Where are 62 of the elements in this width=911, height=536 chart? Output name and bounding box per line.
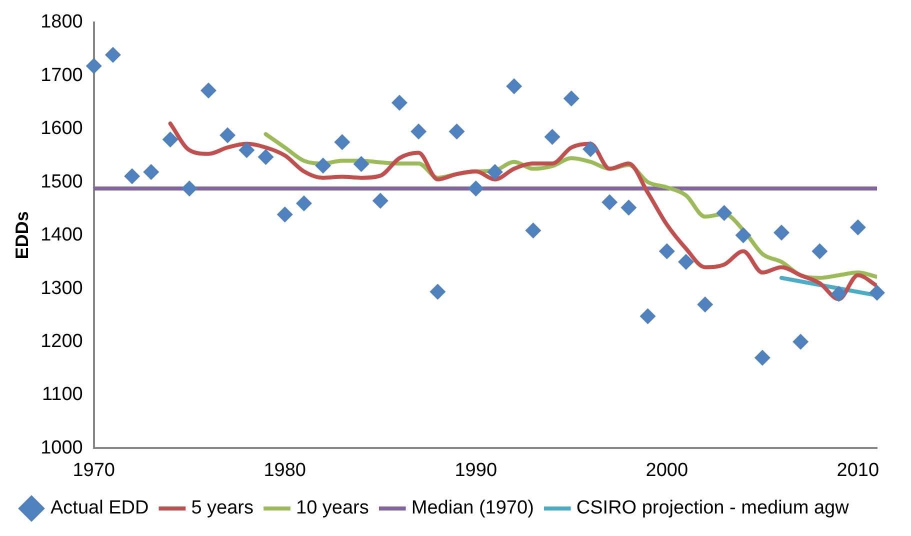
legend-label: 5 years bbox=[191, 498, 254, 519]
y-tick-label: 1500 bbox=[40, 171, 83, 192]
x-tick-label: 2010 bbox=[836, 460, 880, 481]
point bbox=[372, 192, 388, 209]
point bbox=[640, 308, 656, 324]
point bbox=[86, 58, 102, 74]
point bbox=[448, 124, 465, 140]
point bbox=[563, 90, 580, 107]
point bbox=[238, 142, 255, 158]
point bbox=[830, 286, 847, 302]
point bbox=[353, 156, 370, 172]
point bbox=[812, 243, 828, 260]
point bbox=[658, 243, 675, 260]
point bbox=[678, 254, 694, 270]
point bbox=[258, 149, 274, 166]
point bbox=[869, 284, 885, 301]
point bbox=[735, 227, 752, 244]
point bbox=[430, 284, 446, 300]
point bbox=[181, 180, 198, 196]
point bbox=[410, 124, 427, 140]
point bbox=[200, 82, 216, 99]
point bbox=[296, 195, 312, 212]
y-tick-label: 1600 bbox=[40, 118, 83, 140]
point bbox=[850, 219, 866, 236]
point bbox=[582, 141, 598, 158]
y-tick-label: 1000 bbox=[40, 437, 83, 458]
point bbox=[620, 200, 637, 216]
x-tick-label: 2000 bbox=[646, 460, 688, 481]
point bbox=[220, 127, 236, 144]
x-tick-label: 1990 bbox=[454, 460, 498, 481]
point bbox=[104, 46, 121, 63]
y-tick-label: 1800 bbox=[40, 12, 83, 33]
point bbox=[773, 224, 790, 241]
x-tick-label: 1970 bbox=[72, 460, 116, 481]
point bbox=[602, 194, 618, 210]
point bbox=[276, 206, 293, 223]
point bbox=[697, 296, 714, 312]
point bbox=[716, 204, 732, 221]
point bbox=[525, 222, 542, 239]
point bbox=[162, 131, 178, 148]
point bbox=[486, 164, 503, 180]
legend-label: 10 years bbox=[296, 498, 369, 519]
y-tick-label: 1400 bbox=[40, 224, 83, 246]
legend-label: CSIRO projection - medium agw bbox=[576, 498, 850, 519]
y-axis-title: EDDs bbox=[12, 211, 32, 260]
point bbox=[468, 180, 484, 196]
point bbox=[143, 164, 160, 180]
point bbox=[124, 168, 140, 184]
y-tick-label: 1100 bbox=[42, 384, 83, 406]
point bbox=[506, 78, 522, 94]
x-tick-label: 1980 bbox=[264, 460, 306, 481]
y-tick-label: 1700 bbox=[40, 64, 83, 86]
legend-label: Actual EDD bbox=[50, 498, 149, 519]
point bbox=[754, 350, 770, 366]
legend-label: Median (1970) bbox=[411, 498, 534, 519]
point bbox=[544, 128, 560, 145]
point bbox=[792, 334, 809, 350]
y-tick-label: 1300 bbox=[40, 278, 83, 299]
point bbox=[391, 94, 408, 111]
point bbox=[334, 134, 350, 150]
point bbox=[315, 158, 332, 174]
y-tick-label: 1200 bbox=[40, 330, 83, 352]
